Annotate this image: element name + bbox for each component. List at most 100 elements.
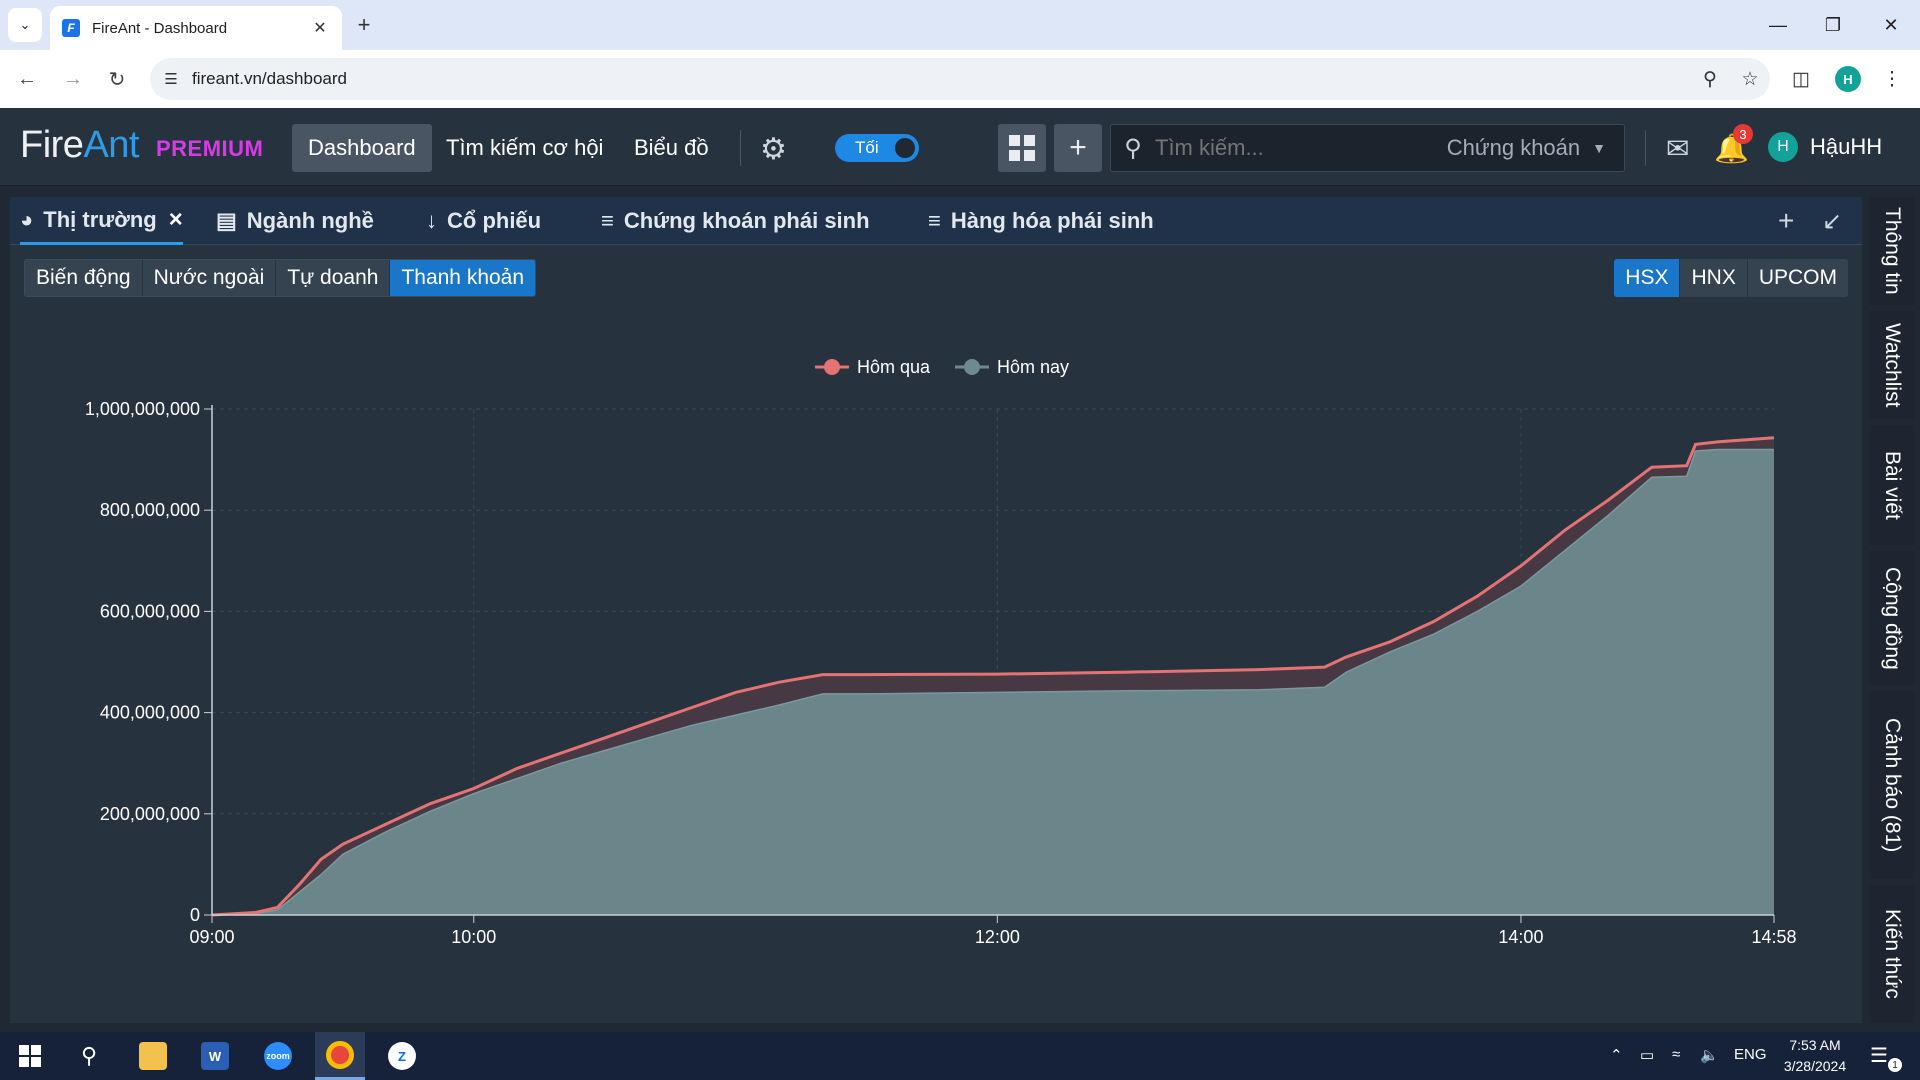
tab-chung-khoan-phai-sinh[interactable]: ≡ Chứng khoán phái sinh — [601, 197, 870, 245]
app-header: FireAnt PREMIUM Dashboard Tìm kiếm cơ hộ… — [0, 108, 1920, 186]
x-tick-label: 14:00 — [1498, 927, 1543, 947]
fireant-favicon-icon: F — [62, 19, 80, 37]
bookmark-star-icon[interactable]: ☆ — [1741, 68, 1759, 90]
address-bar[interactable]: ☰ fireant.vn/dashboard ⚲ ☆ — [150, 58, 1770, 100]
zalo-icon[interactable]: Z — [377, 1032, 427, 1080]
legend-hom-nay-marker — [964, 359, 980, 375]
y-tick-label: 200,000,000 — [100, 804, 200, 824]
header-divider — [1645, 130, 1646, 166]
minimize-icon[interactable]: — — [1769, 14, 1787, 35]
new-tab-plus-icon[interactable]: + — [357, 12, 371, 37]
chevron-down-icon[interactable]: ▼ — [1592, 140, 1606, 156]
windows-logo-icon — [19, 1045, 41, 1067]
restore-icon[interactable]: ❐ — [1824, 14, 1842, 35]
exchange-hsx[interactable]: HSX — [1614, 259, 1681, 297]
right-sidebar: Thông tin Watchlist Bài viết Cộng đồng C… — [1870, 197, 1914, 1023]
chrome-icon[interactable] — [315, 1032, 365, 1080]
exchange-hnx[interactable]: HNX — [1680, 259, 1748, 297]
tab-label: Ngành nghề — [246, 208, 374, 233]
battery-icon[interactable]: ▭ — [1640, 1047, 1655, 1064]
chat-icon[interactable]: ✉ — [1666, 133, 1690, 164]
sidebar-item-kien-thuc[interactable]: Kiến thức — [1870, 885, 1914, 1023]
sidebar-item-label: Cảnh báo (81) — [1881, 717, 1904, 853]
user-name[interactable]: HậuHH — [1810, 134, 1883, 159]
sidebar-item-cong-dong[interactable]: Cộng đồng — [1870, 551, 1914, 685]
side-panel-icon[interactable]: ◫ — [1792, 68, 1810, 90]
sidebar-item-canh-bao[interactable]: Cảnh báo (81) — [1870, 691, 1914, 879]
tab-nganh-nghe[interactable]: ▤ Ngành nghề — [216, 197, 374, 245]
search-type-select[interactable]: Chứng khoán — [1446, 135, 1581, 160]
metric-subtabs: Biến động Nước ngoài Tự doanh Thanh khoả… — [24, 259, 537, 297]
browser-profile-avatar[interactable]: H — [1835, 66, 1861, 92]
tab-list-chevron-icon[interactable]: ⌄ — [8, 8, 42, 42]
layout-grid-button[interactable] — [998, 124, 1046, 172]
y-tick-label: 1,000,000,000 — [85, 399, 200, 419]
list-icon: ▤ — [216, 208, 237, 233]
language-indicator[interactable]: ENG — [1734, 1046, 1767, 1063]
url-text[interactable]: fireant.vn/dashboard — [192, 69, 347, 88]
exchange-selector: HSX HNX UPCOM — [1614, 259, 1848, 297]
collapse-icon[interactable]: ↙ — [1822, 208, 1843, 235]
browser-menu-icon[interactable]: ⋮ — [1882, 68, 1902, 90]
theme-toggle[interactable]: Tối — [835, 134, 919, 162]
subtab-bien-dong[interactable]: Biến động — [25, 260, 143, 296]
zoom-icon[interactable]: ⚲ — [1703, 68, 1717, 90]
back-arrow-icon[interactable]: ← — [17, 67, 37, 90]
liquidity-chart: 0 200,000,000 400,000,000 600,000,000 800,00… — [10, 307, 1862, 1023]
window-close-icon[interactable]: ✕ — [1883, 14, 1899, 35]
user-avatar[interactable]: H — [1768, 132, 1798, 162]
site-settings-icon[interactable]: ☰ — [164, 71, 178, 88]
stock-search[interactable]: ⚲ Chứng khoán ▼ — [1110, 124, 1625, 172]
tab-thi-truong[interactable]: ◕ Thị trường × — [20, 197, 183, 245]
sidebar-item-label: Cộng đồng — [1881, 566, 1904, 670]
gear-icon[interactable]: ⚙ — [760, 133, 787, 166]
tray-chevron-up-icon[interactable]: ⌃ — [1610, 1047, 1623, 1064]
series-area-hom-nay — [212, 449, 1774, 915]
series-line-hom-qua — [211, 436, 1775, 917]
sidebar-item-label: Watchlist — [1881, 322, 1904, 408]
reload-icon[interactable]: ↻ — [108, 68, 126, 91]
x-tick-label: 12:00 — [975, 927, 1020, 947]
nav-dashboard[interactable]: Dashboard — [292, 124, 432, 172]
tab-label: Thị trường — [43, 206, 157, 232]
exchange-upcom[interactable]: UPCOM — [1747, 259, 1848, 297]
close-icon[interactable]: × — [168, 205, 183, 233]
subtab-tu-doanh[interactable]: Tự doanh — [276, 260, 391, 296]
search-icon[interactable]: ⚲ — [80, 1043, 98, 1068]
add-tab-plus-icon[interactable]: + — [1778, 205, 1795, 236]
taskbar-clock[interactable]: 7:53 AM 3/28/2024 — [1770, 1035, 1860, 1077]
tab-close-icon[interactable]: ✕ — [313, 20, 327, 37]
tab-co-phieu[interactable]: ↓ Cổ phiếu — [426, 197, 541, 245]
subtab-thanh-khoan[interactable]: Thanh khoản — [390, 260, 536, 296]
volume-icon[interactable]: 🔈 — [1700, 1047, 1719, 1064]
sidebar-item-thong-tin[interactable]: Thông tin — [1870, 197, 1914, 305]
series-line-hom-nay — [211, 448, 1774, 916]
sidebar-item-bai-viet[interactable]: Bài viết — [1870, 425, 1914, 545]
browser-tab-active[interactable]: F FireAnt - Dashboard ✕ — [50, 6, 342, 50]
legend-hom-nay-label: Hôm nay — [997, 357, 1069, 377]
add-widget-button[interactable]: + — [1054, 124, 1102, 172]
wifi-icon[interactable]: ≈ — [1672, 1046, 1681, 1063]
nav-bieu-do[interactable]: Biểu đồ — [634, 135, 709, 160]
fireant-logo[interactable]: FireAnt — [20, 124, 139, 167]
numbered-list-icon: ≡ — [928, 208, 941, 233]
word-icon[interactable]: W — [190, 1032, 240, 1080]
file-explorer-icon[interactable] — [128, 1032, 178, 1080]
search-input[interactable] — [1155, 135, 1447, 161]
tab-hang-hoa-phai-sinh[interactable]: ≡ Hàng hóa phái sinh — [928, 197, 1154, 245]
premium-label: PREMIUM — [156, 136, 264, 161]
sidebar-item-watchlist[interactable]: Watchlist — [1870, 311, 1914, 419]
windows-start-icon[interactable] — [5, 1032, 55, 1080]
notification-badge: 3 — [1733, 124, 1753, 144]
legend-hom-qua-marker — [824, 359, 840, 375]
plus-icon: + — [1069, 131, 1087, 164]
x-tick-label: 09:00 — [189, 927, 234, 947]
zoom-icon[interactable]: zoom — [253, 1032, 303, 1080]
nav-tim-kiem-co-hoi[interactable]: Tìm kiếm cơ hội — [446, 135, 604, 160]
subtab-nuoc-ngoai[interactable]: Nước ngoài — [142, 260, 277, 296]
forward-arrow-icon[interactable]: → — [63, 67, 83, 90]
clock-date: 3/28/2024 — [1783, 1058, 1847, 1074]
liquidity-chart-svg: 0 200,000,000 400,000,000 600,000,000 800,00… — [85, 357, 1797, 947]
notification-count-badge: 1 — [1888, 1058, 1902, 1072]
notification-center-icon[interactable]: ☰ — [1870, 1045, 1888, 1067]
